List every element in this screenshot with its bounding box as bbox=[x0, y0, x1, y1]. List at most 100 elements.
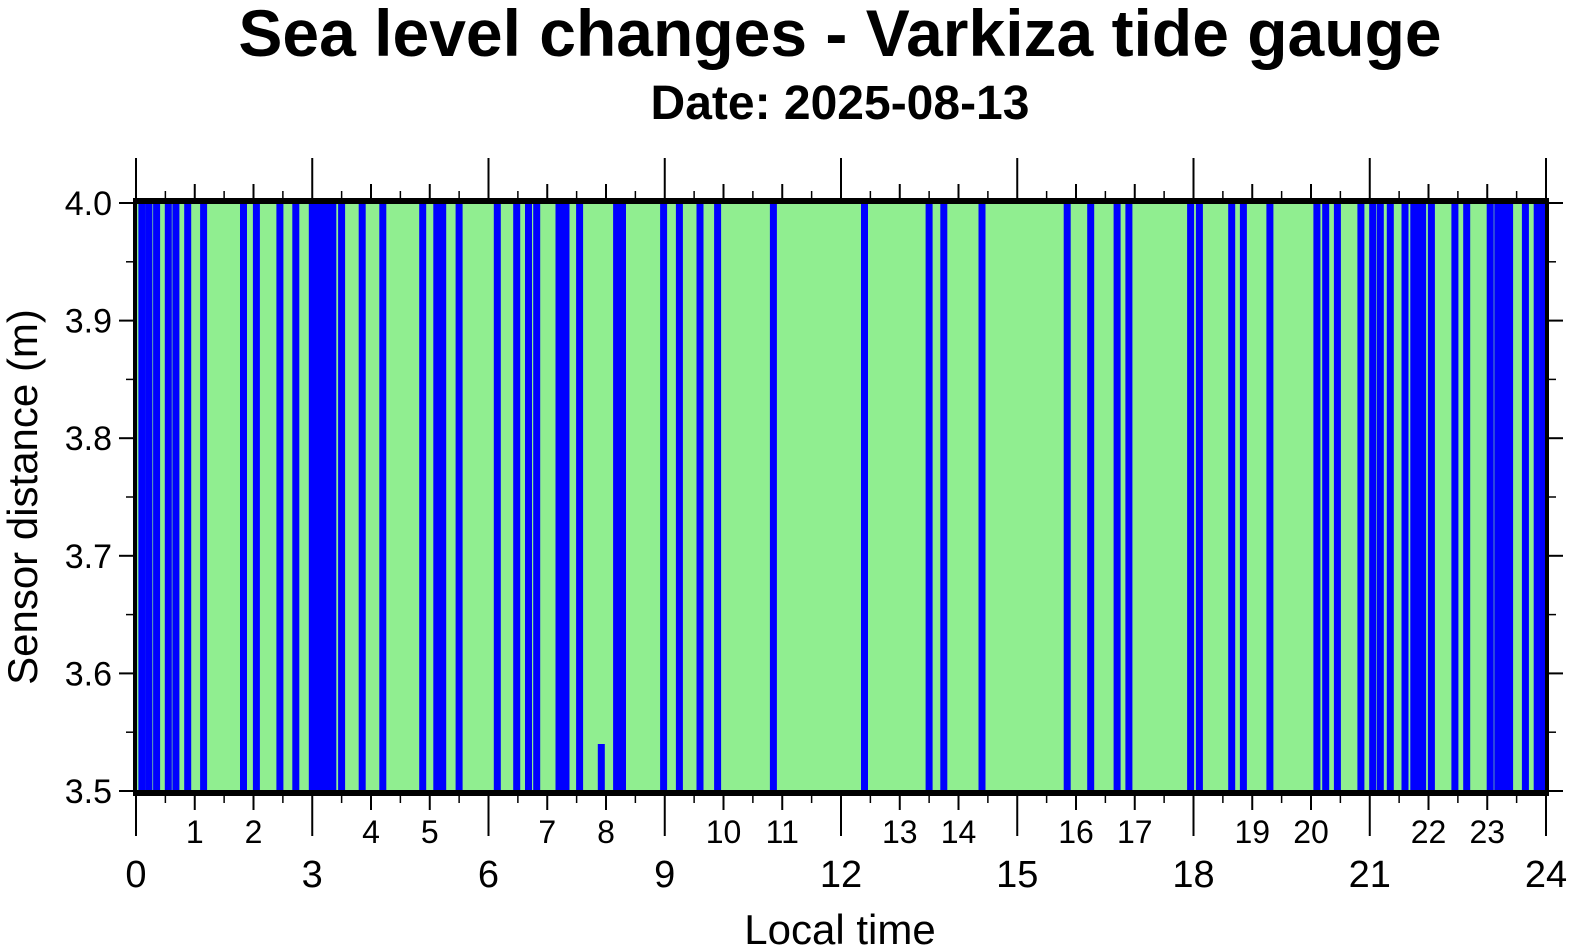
x-major-tick-label: 15 bbox=[996, 854, 1038, 896]
data-bar bbox=[696, 203, 704, 791]
data-bar bbox=[338, 203, 346, 791]
data-bar bbox=[153, 203, 161, 791]
data-bar bbox=[562, 203, 570, 791]
data-bar bbox=[1333, 203, 1341, 791]
data-bar bbox=[619, 203, 626, 791]
x-major-tick-label: 12 bbox=[820, 854, 862, 896]
data-bar bbox=[1500, 203, 1508, 791]
data-bar bbox=[1087, 203, 1095, 791]
data-bar bbox=[513, 203, 521, 791]
data-bar bbox=[379, 203, 387, 791]
data-bar bbox=[276, 203, 284, 791]
data-bar bbox=[358, 203, 366, 791]
data-bar bbox=[1239, 203, 1247, 791]
chart-title: Sea level changes - Varkiza tide gauge bbox=[238, 0, 1441, 70]
chart-subtitle: Date: 2025-08-13 bbox=[651, 77, 1030, 130]
data-bar bbox=[1494, 203, 1502, 791]
plot-area bbox=[136, 203, 1546, 791]
data-bar bbox=[1410, 203, 1418, 791]
x-minor-tick-label: 17 bbox=[1117, 814, 1153, 850]
frame-right bbox=[1545, 198, 1549, 796]
y-axis-tick-labels: 3.5 3.6 3.7 3.8 3.9 4.0 bbox=[65, 185, 112, 811]
x-minor-tick-label: 19 bbox=[1234, 814, 1270, 850]
x-major-tick-label: 6 bbox=[478, 854, 499, 896]
y-tick-label: 4.0 bbox=[65, 185, 112, 223]
x-minor-tick-label: 13 bbox=[882, 814, 918, 850]
axis-ticks bbox=[119, 158, 1563, 836]
x-minor-tick-label: 1 bbox=[186, 814, 204, 850]
data-bar bbox=[252, 203, 260, 791]
data-bar bbox=[1463, 203, 1471, 791]
x-major-tick-label: 3 bbox=[302, 854, 323, 896]
data-bar bbox=[555, 203, 563, 791]
x-minor-tick-label: 8 bbox=[597, 814, 615, 850]
data-bar bbox=[1401, 203, 1409, 791]
plot-frame bbox=[133, 198, 1549, 796]
data-bar bbox=[675, 203, 683, 791]
data-bar bbox=[769, 203, 777, 791]
data-bar bbox=[184, 203, 192, 791]
data-bar bbox=[1386, 203, 1394, 791]
x-major-tick-label: 21 bbox=[1349, 854, 1391, 896]
x-minor-tick-label: 2 bbox=[245, 814, 263, 850]
data-bar bbox=[1521, 203, 1529, 791]
data-bar bbox=[1369, 203, 1377, 791]
data-bar bbox=[455, 203, 463, 791]
data-bar bbox=[714, 203, 722, 791]
x-axis-major-tick-labels: 0 3 6 9 12 15 18 21 24 bbox=[125, 854, 1567, 896]
data-bar bbox=[861, 203, 868, 791]
x-major-tick-label: 9 bbox=[654, 854, 675, 896]
data-bar bbox=[1322, 203, 1330, 791]
y-tick-label: 3.8 bbox=[65, 420, 112, 458]
x-minor-tick-label: 7 bbox=[538, 814, 556, 850]
x-minor-tick-label: 20 bbox=[1293, 814, 1329, 850]
data-bar bbox=[1427, 203, 1435, 791]
data-bar bbox=[660, 203, 668, 791]
data-bar bbox=[1266, 203, 1274, 791]
data-bar bbox=[576, 203, 584, 791]
data-bar bbox=[1357, 203, 1365, 791]
data-bar bbox=[1063, 203, 1071, 791]
data-bar bbox=[978, 203, 986, 791]
data-bar bbox=[533, 203, 541, 791]
data-bar bbox=[1313, 203, 1321, 791]
data-bar bbox=[433, 203, 441, 791]
data-bar bbox=[493, 203, 501, 791]
data-bar bbox=[292, 203, 300, 791]
data-bar bbox=[1195, 203, 1203, 791]
x-axis-label: Local time bbox=[744, 906, 935, 950]
y-tick-label: 3.5 bbox=[65, 773, 112, 811]
data-bar bbox=[1113, 203, 1121, 791]
x-axis-minor-tick-labels: 1 2 4 5 7 8 10 11 13 14 16 17 19 20 22 23 bbox=[186, 814, 1505, 850]
frame-bottom bbox=[136, 790, 1546, 796]
data-bar bbox=[240, 203, 247, 791]
data-bar bbox=[525, 203, 532, 791]
data-bar bbox=[1539, 203, 1547, 791]
data-bar bbox=[1451, 203, 1459, 791]
x-major-tick-label: 24 bbox=[1525, 854, 1567, 896]
x-minor-tick-label: 4 bbox=[362, 814, 380, 850]
data-bar bbox=[1533, 203, 1541, 791]
data-bar bbox=[145, 203, 153, 791]
y-tick-label: 3.7 bbox=[65, 538, 112, 576]
x-minor-tick-label: 10 bbox=[706, 814, 742, 850]
x-major-tick-label: 0 bbox=[125, 854, 146, 896]
data-bar bbox=[1506, 203, 1514, 791]
x-minor-tick-label: 11 bbox=[766, 814, 799, 850]
x-minor-tick-label: 22 bbox=[1411, 814, 1447, 850]
data-bar bbox=[164, 203, 172, 791]
x-minor-tick-label: 14 bbox=[941, 814, 977, 850]
y-tick-label: 3.9 bbox=[65, 303, 112, 341]
data-bar bbox=[172, 203, 180, 791]
data-bar bbox=[1414, 203, 1422, 791]
data-bar bbox=[940, 203, 948, 791]
data-bar bbox=[1228, 203, 1236, 791]
x-major-tick-label: 18 bbox=[1172, 854, 1214, 896]
frame-left bbox=[133, 198, 137, 796]
data-bar bbox=[1419, 203, 1427, 791]
data-bar bbox=[925, 203, 933, 791]
data-bar bbox=[419, 203, 427, 791]
frame-top bbox=[136, 198, 1546, 204]
data-bar bbox=[329, 203, 337, 791]
